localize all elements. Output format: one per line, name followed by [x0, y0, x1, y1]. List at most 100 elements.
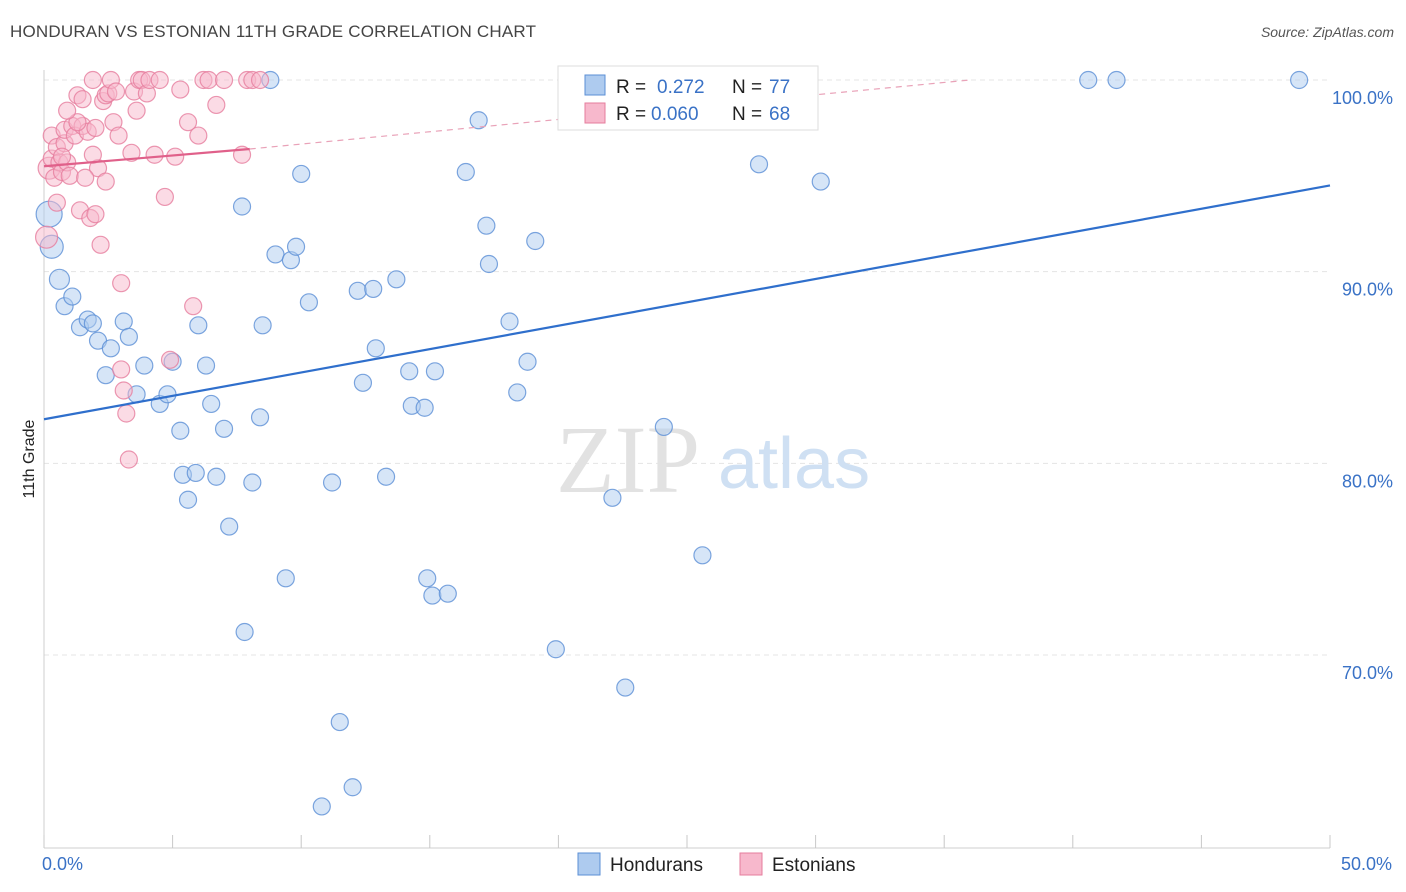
honduran-point [220, 517, 239, 536]
grid-lines [44, 79, 1330, 656]
estonian-point [73, 90, 92, 109]
stats-hondurans-r-label: R = [616, 77, 646, 98]
stats-estonians-r-label: R = [616, 104, 646, 125]
honduran-point [425, 362, 445, 381]
estonian-point [150, 70, 169, 90]
y-tick-label: 100.0% [1332, 88, 1393, 108]
estonian-point [109, 126, 128, 145]
stats-estonians-n-label: N = [732, 104, 762, 125]
honduran-point [189, 316, 208, 335]
estonian-point [34, 225, 59, 249]
y-tick-label: 80.0% [1342, 471, 1393, 491]
honduran-point [376, 467, 396, 486]
watermark-atlas: atlas [718, 424, 870, 504]
honduran-point [243, 473, 262, 492]
honduran-point [322, 473, 342, 492]
honduran-point [364, 279, 383, 299]
y-tick-label: 70.0% [1342, 663, 1393, 683]
honduran-point [348, 281, 367, 300]
estonian-point [91, 235, 110, 254]
honduran-point [178, 490, 198, 509]
honduran-point [276, 569, 295, 588]
honduran-point [330, 712, 349, 732]
estonians-points [34, 70, 270, 469]
legend-swatch-estonians [739, 852, 763, 876]
estonian-point [106, 82, 126, 101]
honduran-point [114, 312, 133, 331]
estonian-point [199, 70, 218, 90]
honduran-point [479, 254, 499, 274]
estonian-point [127, 101, 146, 120]
estonian-point [96, 172, 115, 191]
honduran-point [456, 162, 475, 182]
stats-hondurans-n-label: N = [732, 77, 762, 98]
estonian-point [112, 360, 131, 379]
hondurans-trend-line [43, 184, 1331, 421]
honduran-point [135, 356, 154, 375]
y-tick-label: 90.0% [1342, 280, 1393, 300]
chart-title: HONDURAN VS ESTONIAN 11TH GRADE CORRELAT… [10, 22, 537, 41]
honduran-point [616, 678, 635, 697]
honduran-point [1079, 70, 1098, 90]
honduran-point [83, 314, 102, 333]
estonian-point [83, 70, 102, 90]
stats-hondurans-n: 77 [769, 77, 790, 98]
honduran-point [286, 237, 306, 256]
honduran-point [1290, 70, 1309, 90]
stats-swatch-estonians [584, 102, 606, 124]
honduran-point [387, 270, 406, 289]
honduran-point [353, 373, 373, 392]
honduran-point [96, 366, 115, 385]
watermark: ZIP atlas [556, 406, 870, 513]
honduran-point [253, 316, 272, 335]
estonian-point [76, 168, 95, 187]
honduran-point [654, 417, 673, 437]
source-credit: Source: ZipAtlas.com [1260, 24, 1394, 40]
estonian-point [155, 187, 174, 207]
estonian-point [114, 381, 133, 400]
honduran-point [101, 339, 120, 358]
honduran-point [186, 463, 205, 483]
estonian-point [178, 113, 198, 132]
estonian-point [58, 101, 77, 120]
stats-hondurans-r: 0.272 [657, 77, 705, 98]
honduran-point [235, 622, 254, 642]
estonians-trend-line [43, 147, 250, 168]
honduran-point [508, 383, 527, 402]
honduran-point [693, 546, 712, 565]
honduran-point [811, 172, 830, 191]
estonian-point [214, 70, 234, 90]
honduran-point [171, 421, 190, 440]
stats-swatch-hondurans [584, 74, 606, 96]
honduran-point [202, 394, 221, 414]
honduran-point [546, 640, 565, 659]
honduran-point [477, 216, 496, 235]
estonian-point [112, 274, 131, 293]
estonian-point [207, 95, 226, 115]
honduran-point [518, 352, 537, 371]
honduran-point [48, 268, 71, 290]
estonian-point [60, 166, 79, 185]
x-tick-label: 0.0% [42, 854, 83, 874]
estonian-point [184, 297, 203, 316]
x-tick-labels: 0.0% 50.0% [42, 854, 1392, 874]
estonian-point [171, 80, 190, 99]
honduran-point [418, 569, 437, 588]
legend-label-estonians: Estonians [772, 855, 855, 876]
honduran-point [292, 164, 311, 184]
legend: Hondurans Estonians [577, 852, 855, 876]
stats-estonians-n: 68 [769, 104, 790, 125]
estonian-point [160, 350, 180, 369]
honduran-point [366, 339, 385, 358]
estonian-point [250, 70, 270, 90]
estonian-point [189, 126, 208, 145]
legend-label-hondurans: Hondurans [610, 855, 703, 876]
honduran-point [415, 398, 434, 417]
honduran-point [232, 197, 252, 216]
estonian-point [52, 147, 72, 166]
honduran-point [423, 586, 442, 605]
honduran-point [400, 362, 419, 381]
watermark-zip: ZIP [556, 406, 700, 513]
honduran-point [158, 385, 177, 404]
